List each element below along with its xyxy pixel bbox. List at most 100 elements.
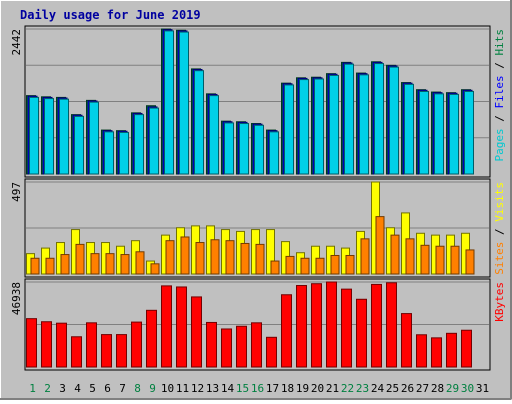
legend-segment: / [493,56,506,76]
bar-sites-day-8 [135,251,145,275]
x-tick-day-6: 6 [104,382,111,395]
x-tick-day-10: 10 [161,382,174,395]
bar-kbytes-day-6 [101,334,112,368]
bar-kbytes-day-28 [431,337,442,368]
x-tick-day-22: 22 [341,382,354,395]
x-tick-day-8: 8 [134,382,141,395]
bar-kbytes-day-1 [26,318,37,368]
bar-pages-day-26 [404,83,414,175]
panel-legend: Sites / Visits [493,182,506,275]
panel-max-label: 46938 [10,282,23,315]
bar-pages-day-4 [74,115,84,175]
bar-kbytes-day-30 [461,329,472,368]
bar-pages-day-1 [29,96,39,175]
legend-segment: Visits [493,182,506,222]
chart-panel-3: 46938 KBytes [10,278,506,371]
bar-pages-day-10 [164,30,174,175]
bar-sites-day-9 [150,263,160,275]
chart-panel-2: 497 Sites / Visits [10,178,506,278]
bar-pages-day-5 [89,101,99,175]
bar-sites-day-20 [315,257,325,275]
bar-kbytes-day-18 [281,294,292,368]
legend-segment: / [493,109,506,129]
bar-pages-day-15 [239,123,249,175]
x-tick-day-2: 2 [44,382,51,395]
x-tick-day-24: 24 [371,382,385,395]
bar-sites-day-7 [120,254,130,275]
bar-pages-day-20 [314,78,324,175]
bar-sites-day-27 [420,244,430,275]
bar-kbytes-day-15 [236,325,247,368]
bar-kbytes-day-25 [386,282,397,368]
bar-kbytes-day-14 [221,328,232,368]
bar-pages-day-25 [389,66,399,175]
bar-sites-day-17 [270,260,280,275]
bar-pages-day-7 [119,131,129,175]
x-tick-day-28: 28 [431,382,444,395]
x-tick-day-17: 17 [266,382,279,395]
bar-pages-day-16 [254,124,264,175]
bar-sites-day-6 [105,253,115,275]
bar-kbytes-day-22 [341,288,352,368]
bar-kbytes-day-9 [146,309,157,368]
legend-segment: Hits [493,29,506,56]
bar-pages-day-21 [329,74,339,175]
panel-max-label: 2442 [10,29,23,56]
bar-kbytes-day-26 [401,313,412,368]
legend-segment: / [493,222,506,242]
bar-kbytes-day-2 [41,321,52,368]
x-tick-day-4: 4 [74,382,81,395]
x-tick-day-5: 5 [89,382,96,395]
legend-segment: Files [493,75,506,108]
bar-sites-day-3 [60,254,70,275]
bar-pages-day-22 [344,63,354,175]
x-tick-day-19: 19 [296,382,309,395]
bar-kbytes-day-3 [56,322,67,368]
x-tick-day-18: 18 [281,382,294,395]
panel-legend: Pages / Files / Hits [493,29,506,162]
bar-pages-day-6 [104,131,114,175]
bar-pages-day-24 [374,63,384,175]
x-tick-day-12: 12 [191,382,204,395]
bar-kbytes-day-7 [116,334,127,368]
panel-max-label: 497 [10,182,23,202]
chart-title: Daily usage for June 2019 [20,8,201,22]
bar-sites-day-16 [255,243,265,275]
bar-kbytes-day-20 [311,283,322,368]
bar-sites-day-26 [405,238,415,275]
bar-pages-day-30 [464,90,474,175]
panel-legend: KBytes [493,282,506,322]
bar-sites-day-11 [180,236,190,275]
bar-kbytes-day-21 [326,281,337,368]
bar-sites-day-29 [450,245,460,275]
bar-sites-day-28 [435,245,445,275]
x-tick-day-23: 23 [356,382,369,395]
bar-kbytes-day-12 [191,296,202,368]
legend-segment: Sites [493,242,506,275]
bar-sites-day-5 [90,253,100,275]
bar-sites-day-18 [285,255,295,275]
bar-pages-day-23 [359,74,369,175]
bar-pages-day-28 [434,93,444,175]
bar-kbytes-day-24 [371,283,382,368]
legend-segment: Pages [493,128,506,161]
x-tick-day-20: 20 [311,382,324,395]
bar-sites-day-4 [75,243,85,275]
bar-kbytes-day-13 [206,321,217,368]
bar-pages-day-17 [269,131,279,175]
bar-kbytes-day-11 [176,286,187,368]
x-tick-day-9: 9 [149,382,156,395]
x-tick-day-21: 21 [326,382,339,395]
bar-kbytes-day-8 [131,321,142,368]
bar-sites-day-10 [165,240,175,275]
chart-panel-1: 2442 Pages / Files / Hits [10,25,506,178]
bar-sites-day-14 [225,240,235,275]
bar-sites-day-22 [345,254,355,275]
bar-sites-day-15 [240,242,250,275]
bar-sites-day-2 [45,257,55,275]
bar-kbytes-day-10 [161,285,172,368]
bar-sites-day-21 [330,254,340,275]
x-tick-day-1: 1 [29,382,36,395]
bar-pages-day-19 [299,79,309,175]
